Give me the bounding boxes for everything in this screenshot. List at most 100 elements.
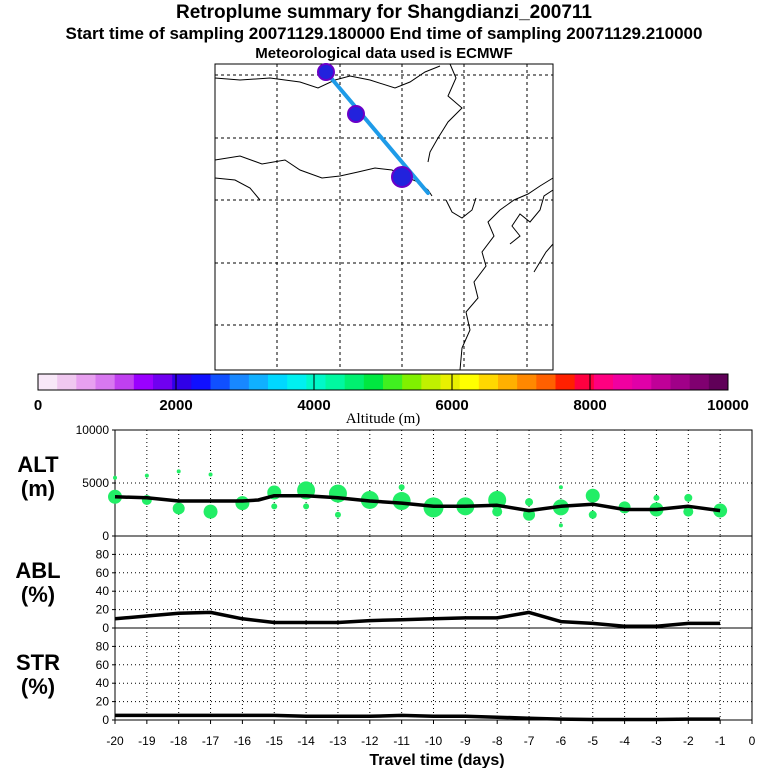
data-point	[398, 484, 405, 491]
colorbar-cell	[344, 374, 365, 390]
data-point	[558, 523, 563, 528]
map-marker-plume-start	[317, 63, 335, 81]
colorbar-cell	[306, 374, 326, 390]
chart-title: Retroplume summary for Shangdianzi_20071…	[175, 2, 593, 23]
y-axis-label: (%)	[21, 582, 55, 607]
colorbar-cell	[268, 374, 288, 390]
data-point	[144, 473, 149, 478]
colorbar-cell	[459, 374, 480, 390]
x-tick-label: -17	[202, 734, 220, 748]
y-tick-label: 10000	[76, 423, 110, 437]
colorbar-cell	[632, 374, 652, 390]
data-point	[684, 493, 693, 502]
y-axis-label: (m)	[21, 476, 55, 501]
x-tick-label: -2	[683, 734, 694, 748]
colorbar-cell	[229, 374, 250, 390]
colorbar-tick-label: 6000	[435, 397, 468, 414]
data-point	[208, 472, 213, 477]
sampling-times: Start time of sampling 20071129.180000 E…	[65, 24, 703, 43]
colorbar-tick-label: 0	[34, 397, 42, 414]
x-tick-label: -7	[524, 734, 535, 748]
y-tick-label: 20	[96, 695, 110, 709]
colorbar-tick-label: 10000	[707, 397, 749, 414]
data-point	[653, 494, 660, 501]
x-tick-label: 0	[749, 734, 756, 748]
y-tick-label: 40	[96, 584, 110, 598]
met-data-note: Meteorological data used is ECMWF	[255, 45, 513, 62]
y-tick-label: 60	[96, 566, 110, 580]
x-tick-label: -12	[361, 734, 379, 748]
colorbar-cell	[114, 374, 135, 390]
data-point	[392, 492, 411, 511]
colorbar-cell	[498, 374, 518, 390]
y-tick-label: 80	[96, 639, 110, 653]
data-point	[585, 488, 600, 503]
colorbar-cell	[363, 374, 384, 390]
y-tick-label: 0	[102, 713, 109, 727]
map-marker-plume-mid	[347, 105, 365, 123]
plume-markers	[317, 63, 413, 188]
data-point	[271, 503, 278, 510]
panel-abl: 80 60 40 20 0 ABL(%)	[15, 535, 753, 635]
colorbar-tick-label: 4000	[297, 397, 330, 414]
series-line	[114, 493, 721, 513]
y-axis-label: STR	[16, 650, 60, 675]
data-point	[113, 475, 117, 480]
data-point	[334, 511, 341, 518]
series-line	[114, 610, 721, 628]
x-tick-label: -6	[556, 734, 567, 748]
x-tick-label: -4	[619, 734, 630, 748]
x-tick-label: -11	[393, 734, 410, 748]
map-frame	[214, 63, 554, 371]
colorbar-cell	[38, 374, 58, 390]
colorbar-cell	[651, 374, 671, 390]
y-tick-label: 40	[96, 676, 110, 690]
x-tick-label: -3	[651, 734, 662, 748]
x-tick-label: -16	[234, 734, 252, 748]
colorbar-cell	[133, 374, 154, 390]
colorbar-cell	[574, 374, 595, 390]
data-point	[203, 504, 218, 519]
x-tick-label: -1	[715, 734, 726, 748]
colorbar-cell	[517, 374, 537, 390]
y-tick-label: 5000	[82, 476, 109, 490]
x-tick-label: -18	[170, 734, 188, 748]
x-tick-label: -19	[138, 734, 156, 748]
data-point	[713, 503, 728, 518]
colorbar-cell	[153, 374, 173, 390]
colorbar-cell	[210, 374, 231, 390]
y-axis-label: ALT	[17, 452, 59, 477]
colorbar-cell	[440, 374, 461, 390]
altitude-colorbar: 0 2000 4000 6000 8000 10000 Altitude (m)	[34, 373, 749, 427]
colorbar-label: Altitude (m)	[346, 411, 421, 427]
y-tick-label: 0	[102, 529, 109, 543]
colorbar-cell	[287, 374, 307, 390]
x-tick-label: -15	[266, 734, 284, 748]
colorbar-cell	[670, 374, 691, 390]
y-tick-label: 80	[96, 547, 110, 561]
panel-frame	[114, 535, 753, 629]
y-tick-label: 20	[96, 603, 110, 617]
data-point	[588, 510, 597, 519]
colorbar-cell	[555, 374, 576, 390]
colorbar-cell	[325, 374, 346, 390]
colorbar-cell	[76, 374, 96, 390]
x-tick-label: -20	[106, 734, 124, 748]
colorbar-tick-label: 8000	[573, 397, 606, 414]
data-point	[525, 498, 534, 507]
colorbar-cell	[191, 374, 211, 390]
data-point	[303, 503, 310, 510]
colorbar-cell	[708, 374, 729, 390]
colorbar-cell	[421, 374, 441, 390]
y-tick-label: 60	[96, 658, 110, 672]
data-point	[172, 502, 185, 515]
series-line	[115, 713, 721, 722]
colorbar-cell	[593, 374, 614, 390]
panel-str: 80 60 40 20 0 STR(%)	[16, 627, 753, 727]
y-axis-label: ABL	[15, 558, 60, 583]
y-axis-label: (%)	[21, 674, 55, 699]
colorbar-cell	[689, 374, 710, 390]
colorbar-cell	[383, 374, 403, 390]
data-point	[176, 469, 181, 474]
